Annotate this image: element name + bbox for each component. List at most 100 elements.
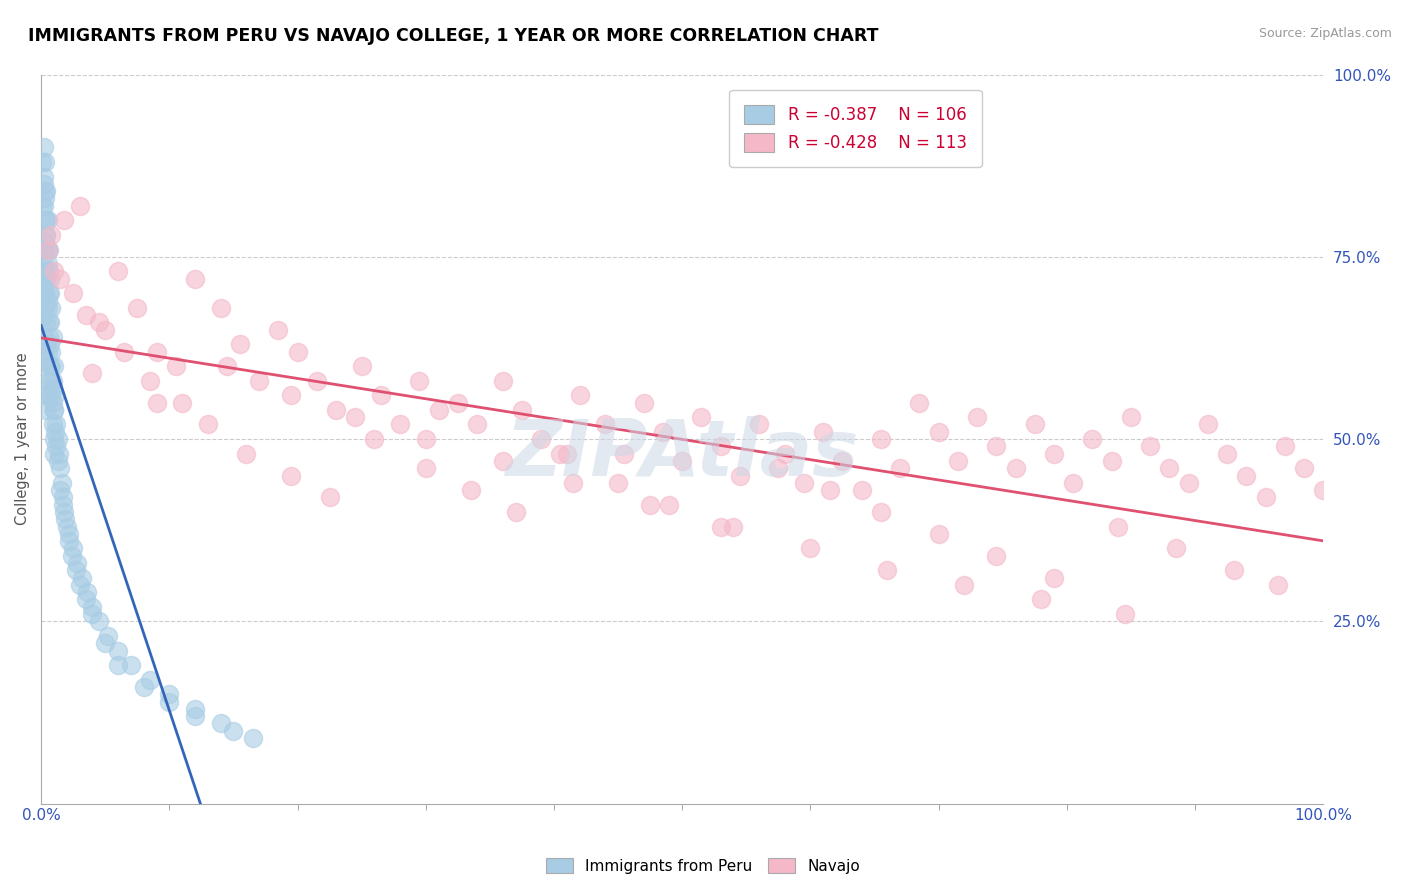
Point [70, 571, 93, 585]
Point [222, 723, 245, 738]
Point [38, 330, 60, 344]
Point [42, 264, 65, 278]
Point [107, 264, 129, 278]
Point [82, 599, 104, 614]
Point [127, 301, 149, 315]
Point [946, 454, 969, 468]
Point [280, 388, 302, 402]
Point [813, 425, 835, 439]
Point [671, 454, 693, 468]
Point [34, 271, 56, 285]
Point [799, 541, 821, 556]
Point [52, 498, 75, 512]
Point [793, 475, 815, 490]
Point [60, 549, 83, 563]
Point [41, 359, 63, 373]
Point [157, 687, 180, 701]
Point [31, 155, 53, 169]
Point [62, 541, 84, 556]
Point [1216, 447, 1239, 461]
Point [460, 483, 482, 497]
Point [35, 403, 58, 417]
Point [870, 505, 893, 519]
Point [235, 447, 257, 461]
Point [38, 243, 60, 257]
Point [46, 454, 69, 468]
Point [32, 257, 55, 271]
Point [773, 447, 796, 461]
Point [53, 505, 76, 519]
Point [37, 257, 59, 271]
Point [42, 432, 65, 446]
Point [1197, 417, 1219, 432]
Point [492, 454, 515, 468]
Point [69, 199, 91, 213]
Point [710, 439, 733, 453]
Point [38, 286, 60, 301]
Point [1292, 461, 1315, 475]
Legend: Immigrants from Peru, Navajo: Immigrants from Peru, Navajo [540, 852, 866, 880]
Point [139, 673, 162, 687]
Point [510, 403, 533, 417]
Point [65, 563, 87, 577]
Point [38, 264, 60, 278]
Legend: R = -0.387    N = 106, R = -0.428    N = 113: R = -0.387 N = 106, R = -0.428 N = 113 [730, 90, 981, 167]
Point [82, 607, 104, 621]
Point [215, 359, 238, 373]
Point [607, 475, 630, 490]
Point [45, 417, 67, 432]
Point [652, 425, 675, 439]
Point [34, 155, 56, 169]
Point [658, 498, 681, 512]
Point [49, 461, 72, 475]
Point [1164, 541, 1187, 556]
Point [32, 169, 55, 184]
Point [41, 330, 63, 344]
Point [344, 410, 367, 425]
Point [505, 505, 527, 519]
Point [530, 432, 553, 446]
Point [51, 475, 73, 490]
Point [32, 140, 55, 154]
Point [41, 417, 63, 432]
Point [35, 227, 58, 242]
Point [66, 556, 89, 570]
Point [209, 716, 232, 731]
Point [35, 213, 58, 227]
Point [41, 227, 63, 242]
Point [35, 271, 58, 285]
Point [1107, 519, 1129, 533]
Point [1139, 439, 1161, 453]
Point [465, 417, 488, 432]
Point [1031, 592, 1053, 607]
Point [325, 403, 347, 417]
Point [613, 447, 636, 461]
Point [107, 658, 129, 673]
Point [37, 293, 59, 308]
Point [31, 199, 53, 213]
Point [723, 519, 745, 533]
Point [889, 461, 911, 475]
Point [41, 344, 63, 359]
Point [851, 483, 873, 497]
Point [172, 395, 194, 409]
Point [908, 395, 931, 409]
Point [928, 526, 950, 541]
Point [69, 578, 91, 592]
Point [415, 461, 437, 475]
Point [42, 447, 65, 461]
Point [39, 337, 62, 351]
Point [37, 344, 59, 359]
Point [593, 417, 616, 432]
Point [42, 359, 65, 373]
Point [35, 315, 58, 329]
Point [34, 191, 56, 205]
Point [97, 629, 120, 643]
Point [35, 264, 58, 278]
Point [363, 432, 385, 446]
Point [318, 491, 340, 505]
Point [184, 702, 207, 716]
Point [75, 592, 97, 607]
Point [32, 243, 55, 257]
Point [1119, 410, 1142, 425]
